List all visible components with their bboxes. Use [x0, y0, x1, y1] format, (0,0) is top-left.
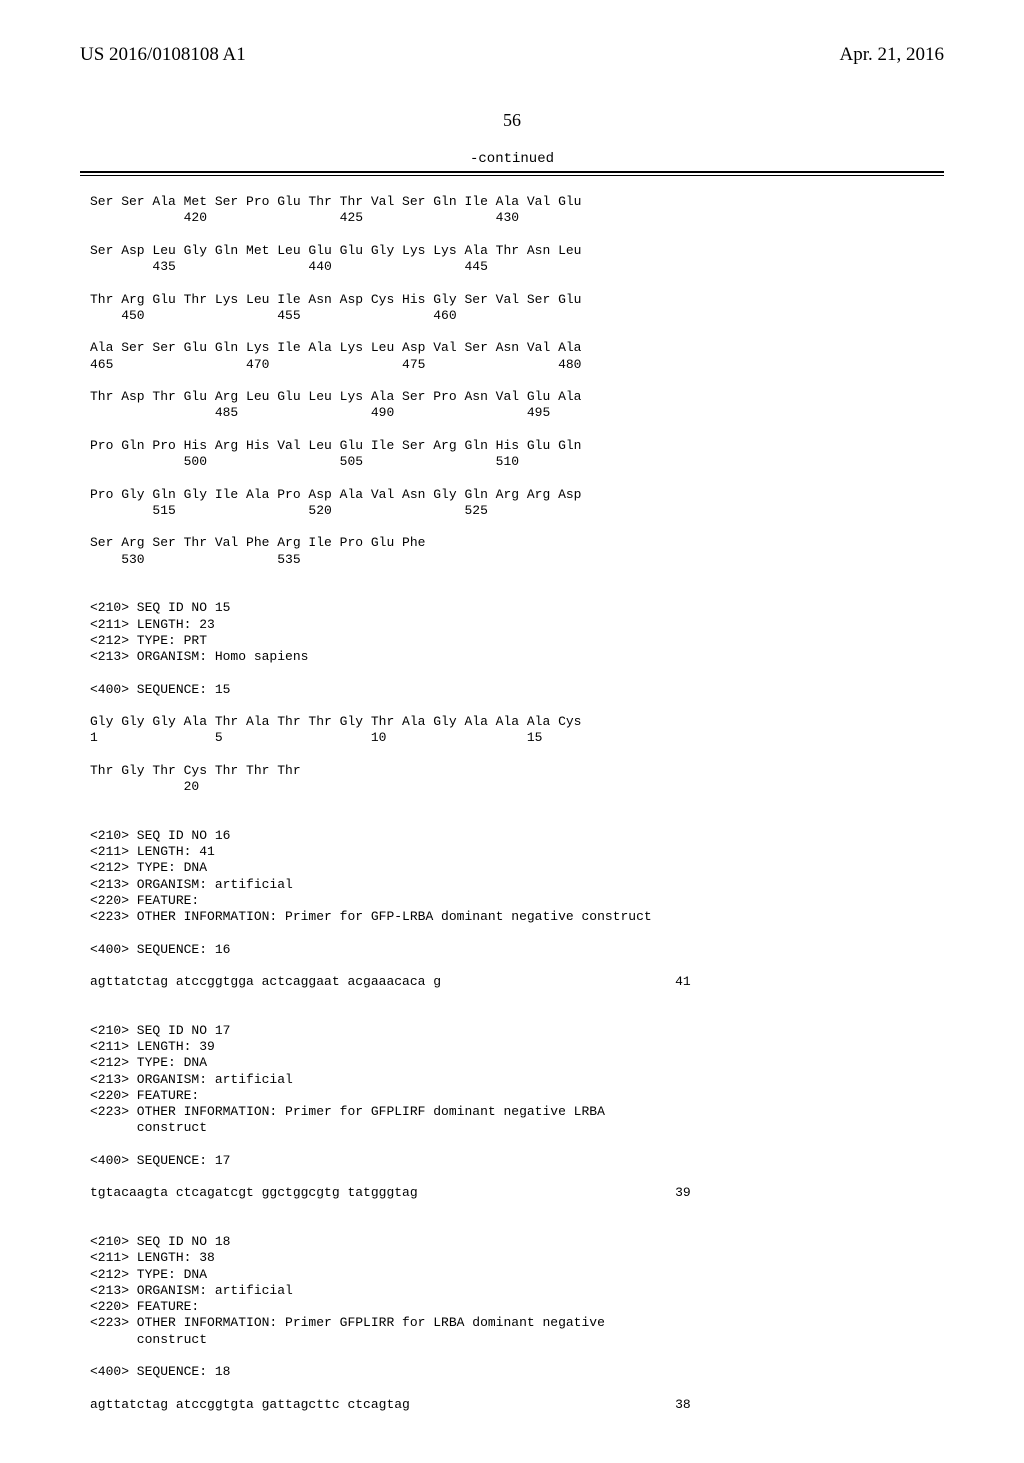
seq-block-17: <210> SEQ ID NO 17 <211> LENGTH: 39 <212… [90, 1007, 944, 1218]
divider-bottom [80, 175, 944, 176]
continued-label: -continued [80, 151, 944, 167]
page-container: US 2016/0108108 A1 Apr. 21, 2016 56 -con… [0, 0, 1024, 1463]
seq-block-16: <210> SEQ ID NO 16 <211> LENGTH: 41 <212… [90, 812, 944, 1007]
publication-number: US 2016/0108108 A1 [80, 44, 246, 66]
seq-block-15: <210> SEQ ID NO 15 <211> LENGTH: 23 <212… [90, 584, 944, 812]
page-number: 56 [80, 110, 944, 131]
seq-block-18: <210> SEQ ID NO 18 <211> LENGTH: 38 <212… [90, 1218, 944, 1413]
divider-top [80, 171, 944, 173]
publication-date: Apr. 21, 2016 [840, 44, 945, 66]
protein-sequence: Ser Ser Ala Met Ser Pro Glu Thr Thr Val … [90, 194, 944, 584]
